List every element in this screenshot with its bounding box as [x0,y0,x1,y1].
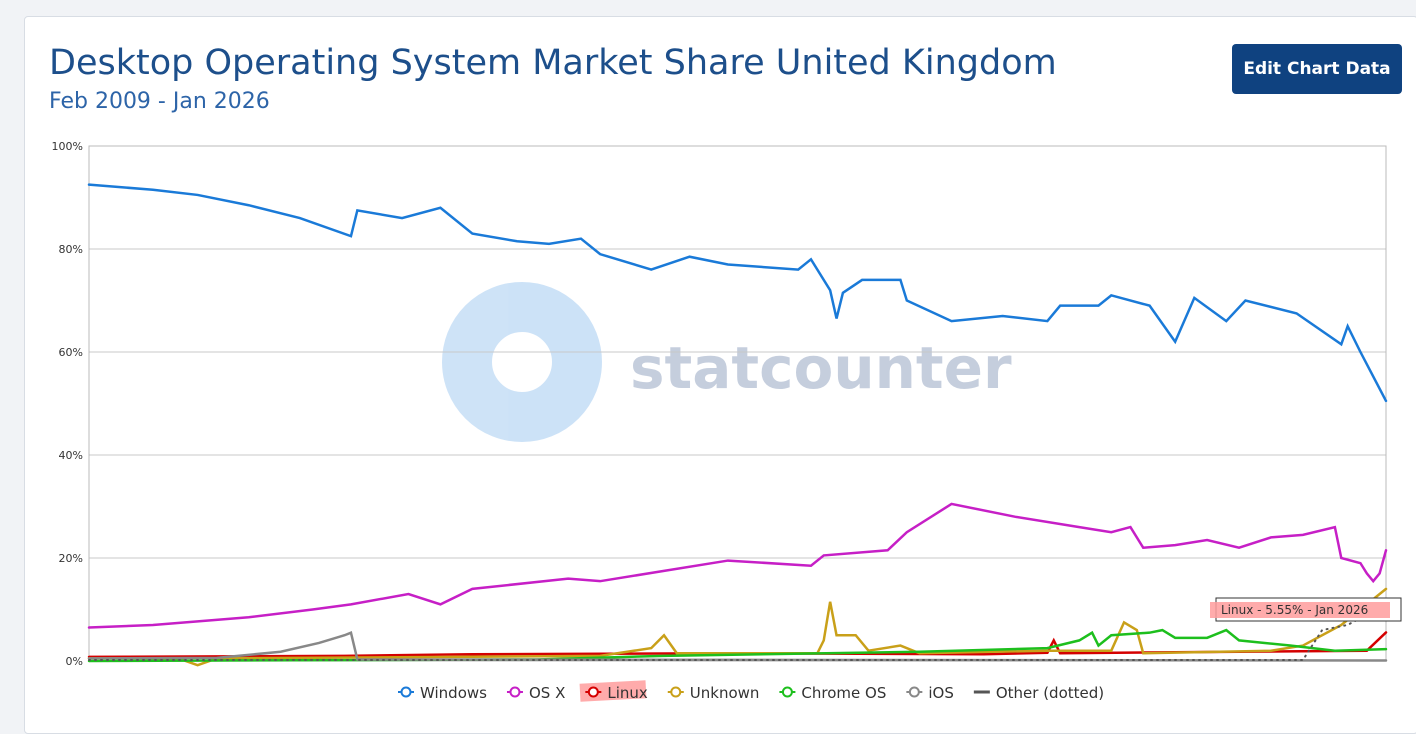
y-tick-label: 40% [59,449,83,462]
svg-text:Chrome OS: Chrome OS [801,684,886,702]
legend-item[interactable]: OS X [506,684,565,702]
series-line-ios[interactable] [87,630,1388,662]
plot-area [88,145,1387,662]
chart-card: Desktop Operating System Market Share Un… [24,16,1416,734]
svg-text:OS X: OS X [529,684,565,702]
series-line-linux[interactable] [87,631,1388,659]
statcounter-watermark: statcounter [442,282,1012,442]
legend-item[interactable]: Unknown [667,684,760,702]
legend-item[interactable]: Windows [398,684,487,702]
legend-item[interactable]: Linux [585,684,648,702]
y-tick-label: 0% [66,655,83,668]
svg-text:Windows: Windows [420,684,487,702]
legend-item[interactable]: iOS [906,684,954,702]
svg-text:statcounter: statcounter [630,334,1012,402]
legend: Windows OS X Linux Unknown Chrome OS iOS Other… [398,680,1104,702]
edit-chart-data-button[interactable]: Edit Chart Data [1232,44,1402,94]
svg-text:Other (dotted): Other (dotted) [996,684,1104,702]
series-line-windows[interactable] [87,183,1388,403]
legend-item[interactable]: Chrome OS [779,684,886,702]
page-subtitle: Feb 2009 - Jan 2026 [49,89,270,114]
y-tick-label: 80% [59,243,83,256]
svg-text:Linux: Linux [607,684,648,702]
svg-text:Linux - 5.55% - Jan 2026: Linux - 5.55% - Jan 2026 [1221,603,1368,617]
series-line-unknown[interactable] [87,587,1388,667]
tooltip: Linux - 5.55% - Jan 2026 [1210,597,1402,622]
series-line-os-x[interactable] [87,502,1388,629]
series-line-chrome-os[interactable] [87,628,1388,663]
page-title: Desktop Operating System Market Share Un… [49,43,1057,83]
y-tick-label: 100% [52,140,83,153]
svg-text:Unknown: Unknown [690,684,760,702]
legend-item[interactable]: Other (dotted) [973,684,1104,702]
y-tick-label: 20% [59,552,83,565]
svg-text:iOS: iOS [928,684,954,702]
y-tick-label: 60% [59,346,83,359]
